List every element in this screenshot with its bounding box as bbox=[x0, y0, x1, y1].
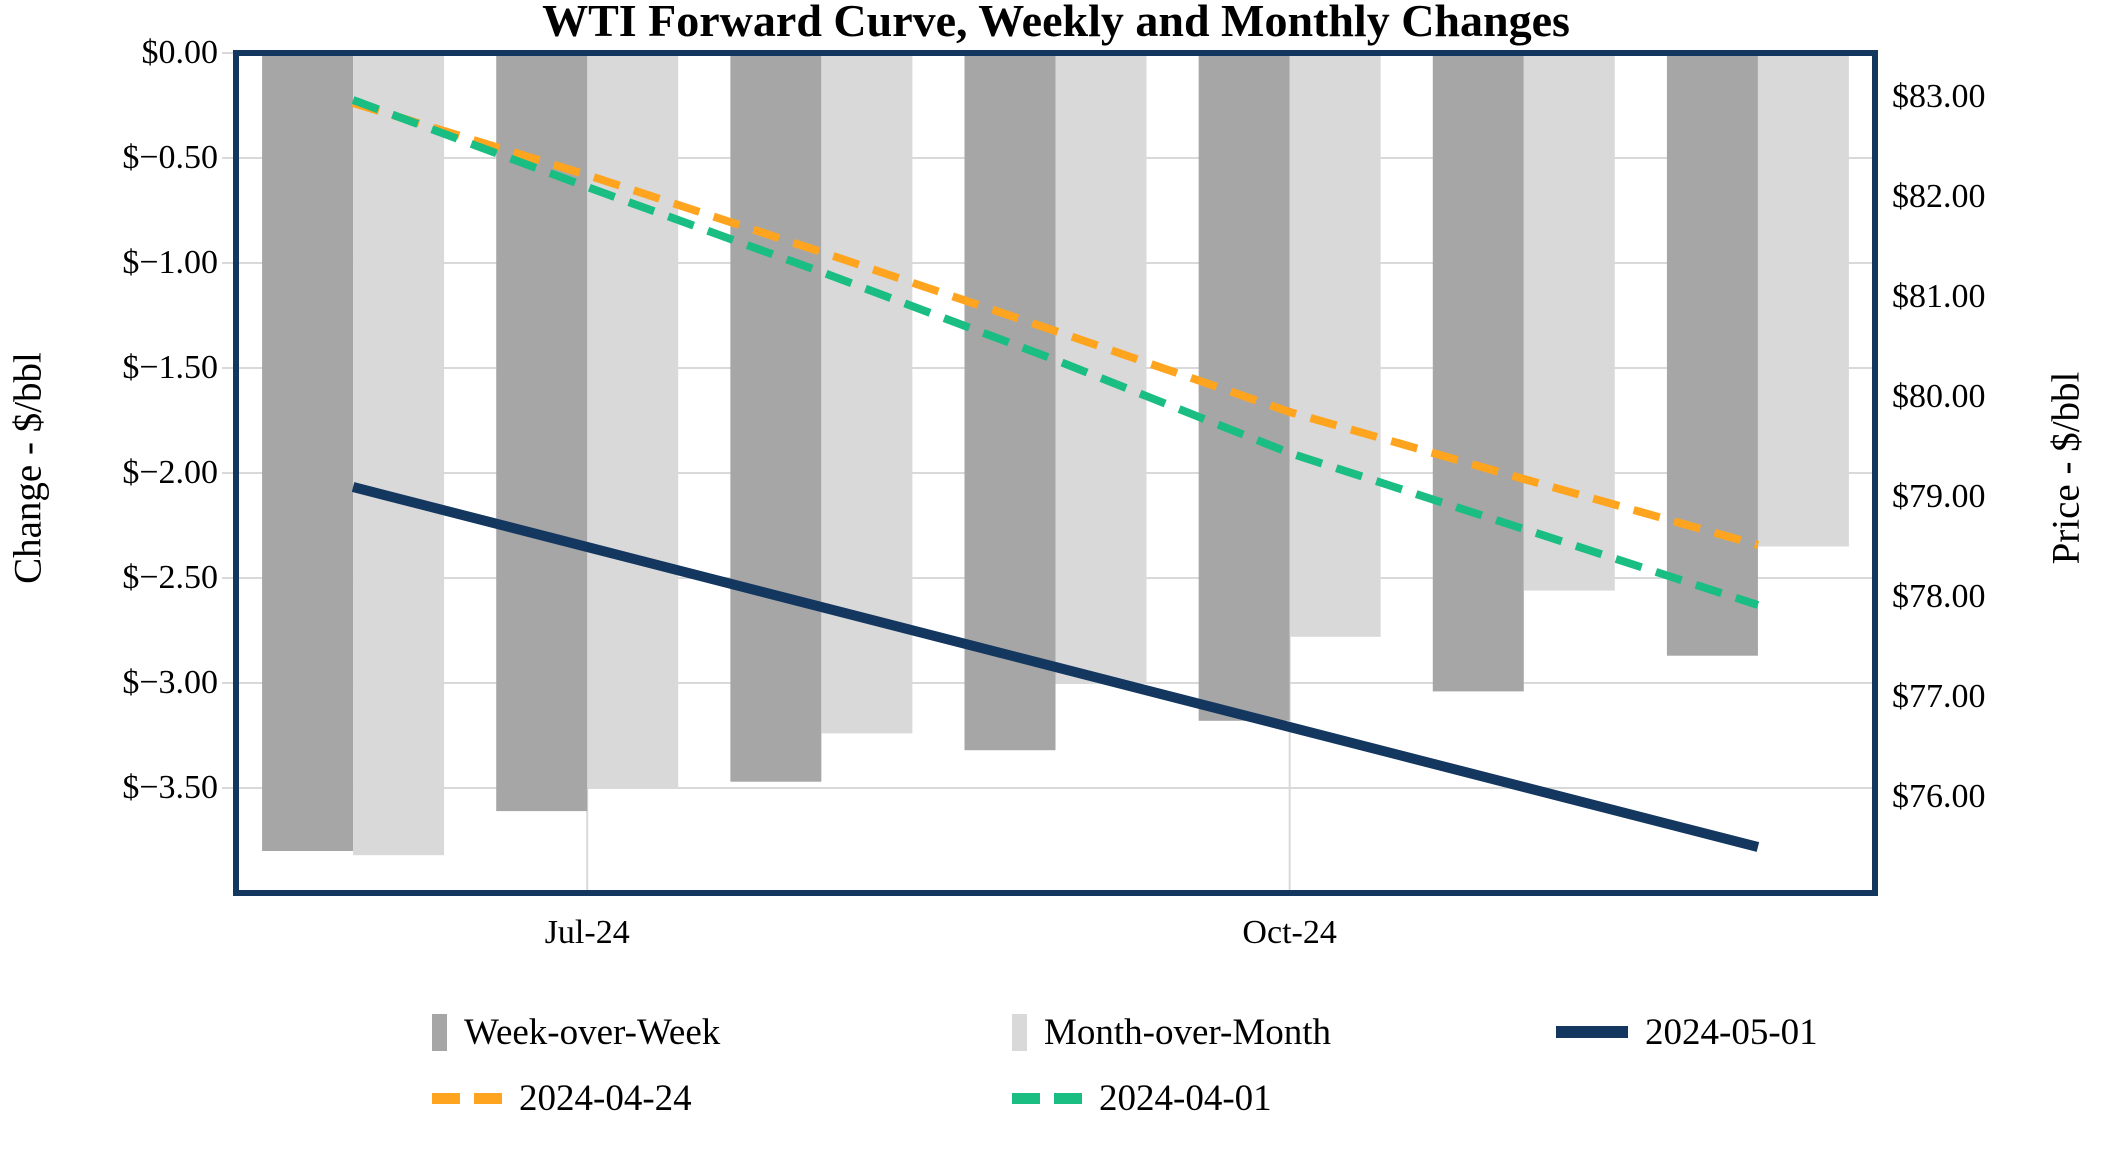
left-axis-tick-label: $0.00 bbox=[141, 34, 219, 71]
left-axis-title: Change - $/bbl bbox=[6, 352, 50, 584]
legend-item-2024-04-24: 2024-04-24 bbox=[432, 1070, 692, 1126]
chart-title: WTI Forward Curve, Weekly and Monthly Ch… bbox=[542, 0, 1570, 46]
bar-week-over-week bbox=[730, 53, 822, 782]
right-axis-tick-label: $77.00 bbox=[1892, 678, 1986, 715]
bar-week-over-week bbox=[964, 53, 1056, 751]
left-axis-tick-label: $−3.50 bbox=[122, 769, 218, 806]
right-axis-tick-label: $81.00 bbox=[1892, 278, 1986, 315]
x-axis-tick-label: Jul-24 bbox=[544, 914, 630, 951]
bar-week-over-week bbox=[1432, 53, 1524, 692]
bar-week-over-week bbox=[1666, 53, 1758, 656]
right-axis-title: Price - $/bbl bbox=[2044, 371, 2088, 565]
legend-line-marker bbox=[432, 1092, 502, 1104]
bar-month-over-month bbox=[1289, 53, 1381, 637]
left-axis-tick-label: $−2.00 bbox=[122, 454, 218, 491]
x-axis-tick-label: Oct-24 bbox=[1242, 914, 1337, 951]
legend-swatch bbox=[432, 1013, 447, 1051]
line-2024-05-01 bbox=[351, 482, 1760, 852]
left-axis-tick-label: $−0.50 bbox=[122, 139, 218, 176]
right-axis-tick-label: $79.00 bbox=[1892, 478, 1986, 515]
legend-item-month-over-month: Month-over-Month bbox=[1012, 1004, 1331, 1060]
bar-month-over-month bbox=[587, 53, 679, 788]
left-axis-tick-label: $−3.00 bbox=[122, 664, 218, 701]
legend-item-2024-04-01: 2024-04-01 bbox=[1012, 1070, 1272, 1126]
bar-week-over-week bbox=[262, 53, 354, 851]
legend-label: 2024-04-01 bbox=[1099, 1077, 1272, 1119]
legend-line-marker bbox=[1012, 1092, 1082, 1104]
right-axis-tick-label: $78.00 bbox=[1892, 578, 1986, 615]
right-axis-tick-label: $82.00 bbox=[1892, 178, 1986, 215]
plot-area bbox=[222, 50, 1878, 896]
right-axis-tick-label: $80.00 bbox=[1892, 378, 1986, 415]
plot-border bbox=[233, 50, 1878, 896]
legend-label: 2024-05-01 bbox=[1645, 1011, 1818, 1053]
bar-month-over-month bbox=[353, 53, 445, 856]
line-2024-04-24 bbox=[351, 99, 1760, 549]
legend-item-week-over-week: Week-over-Week bbox=[432, 1004, 720, 1060]
legend-label: 2024-04-24 bbox=[519, 1077, 692, 1119]
legend-label: Month-over-Month bbox=[1044, 1011, 1332, 1053]
left-axis-tick-label: $−2.50 bbox=[122, 559, 218, 596]
legend-item-2024-05-01: 2024-05-01 bbox=[1556, 1004, 1818, 1060]
right-axis-tick-label: $76.00 bbox=[1892, 778, 1986, 815]
legend-line-marker bbox=[1556, 1026, 1628, 1038]
bar-month-over-month bbox=[1757, 53, 1849, 547]
legend-label: Week-over-Week bbox=[464, 1011, 721, 1053]
bar-month-over-month bbox=[1523, 53, 1615, 591]
right-axis-tick-label: $83.00 bbox=[1892, 78, 1986, 115]
left-axis-tick-label: $−1.00 bbox=[122, 244, 218, 281]
left-axis-tick-label: $−1.50 bbox=[122, 349, 218, 386]
legend-swatch bbox=[1012, 1013, 1027, 1051]
